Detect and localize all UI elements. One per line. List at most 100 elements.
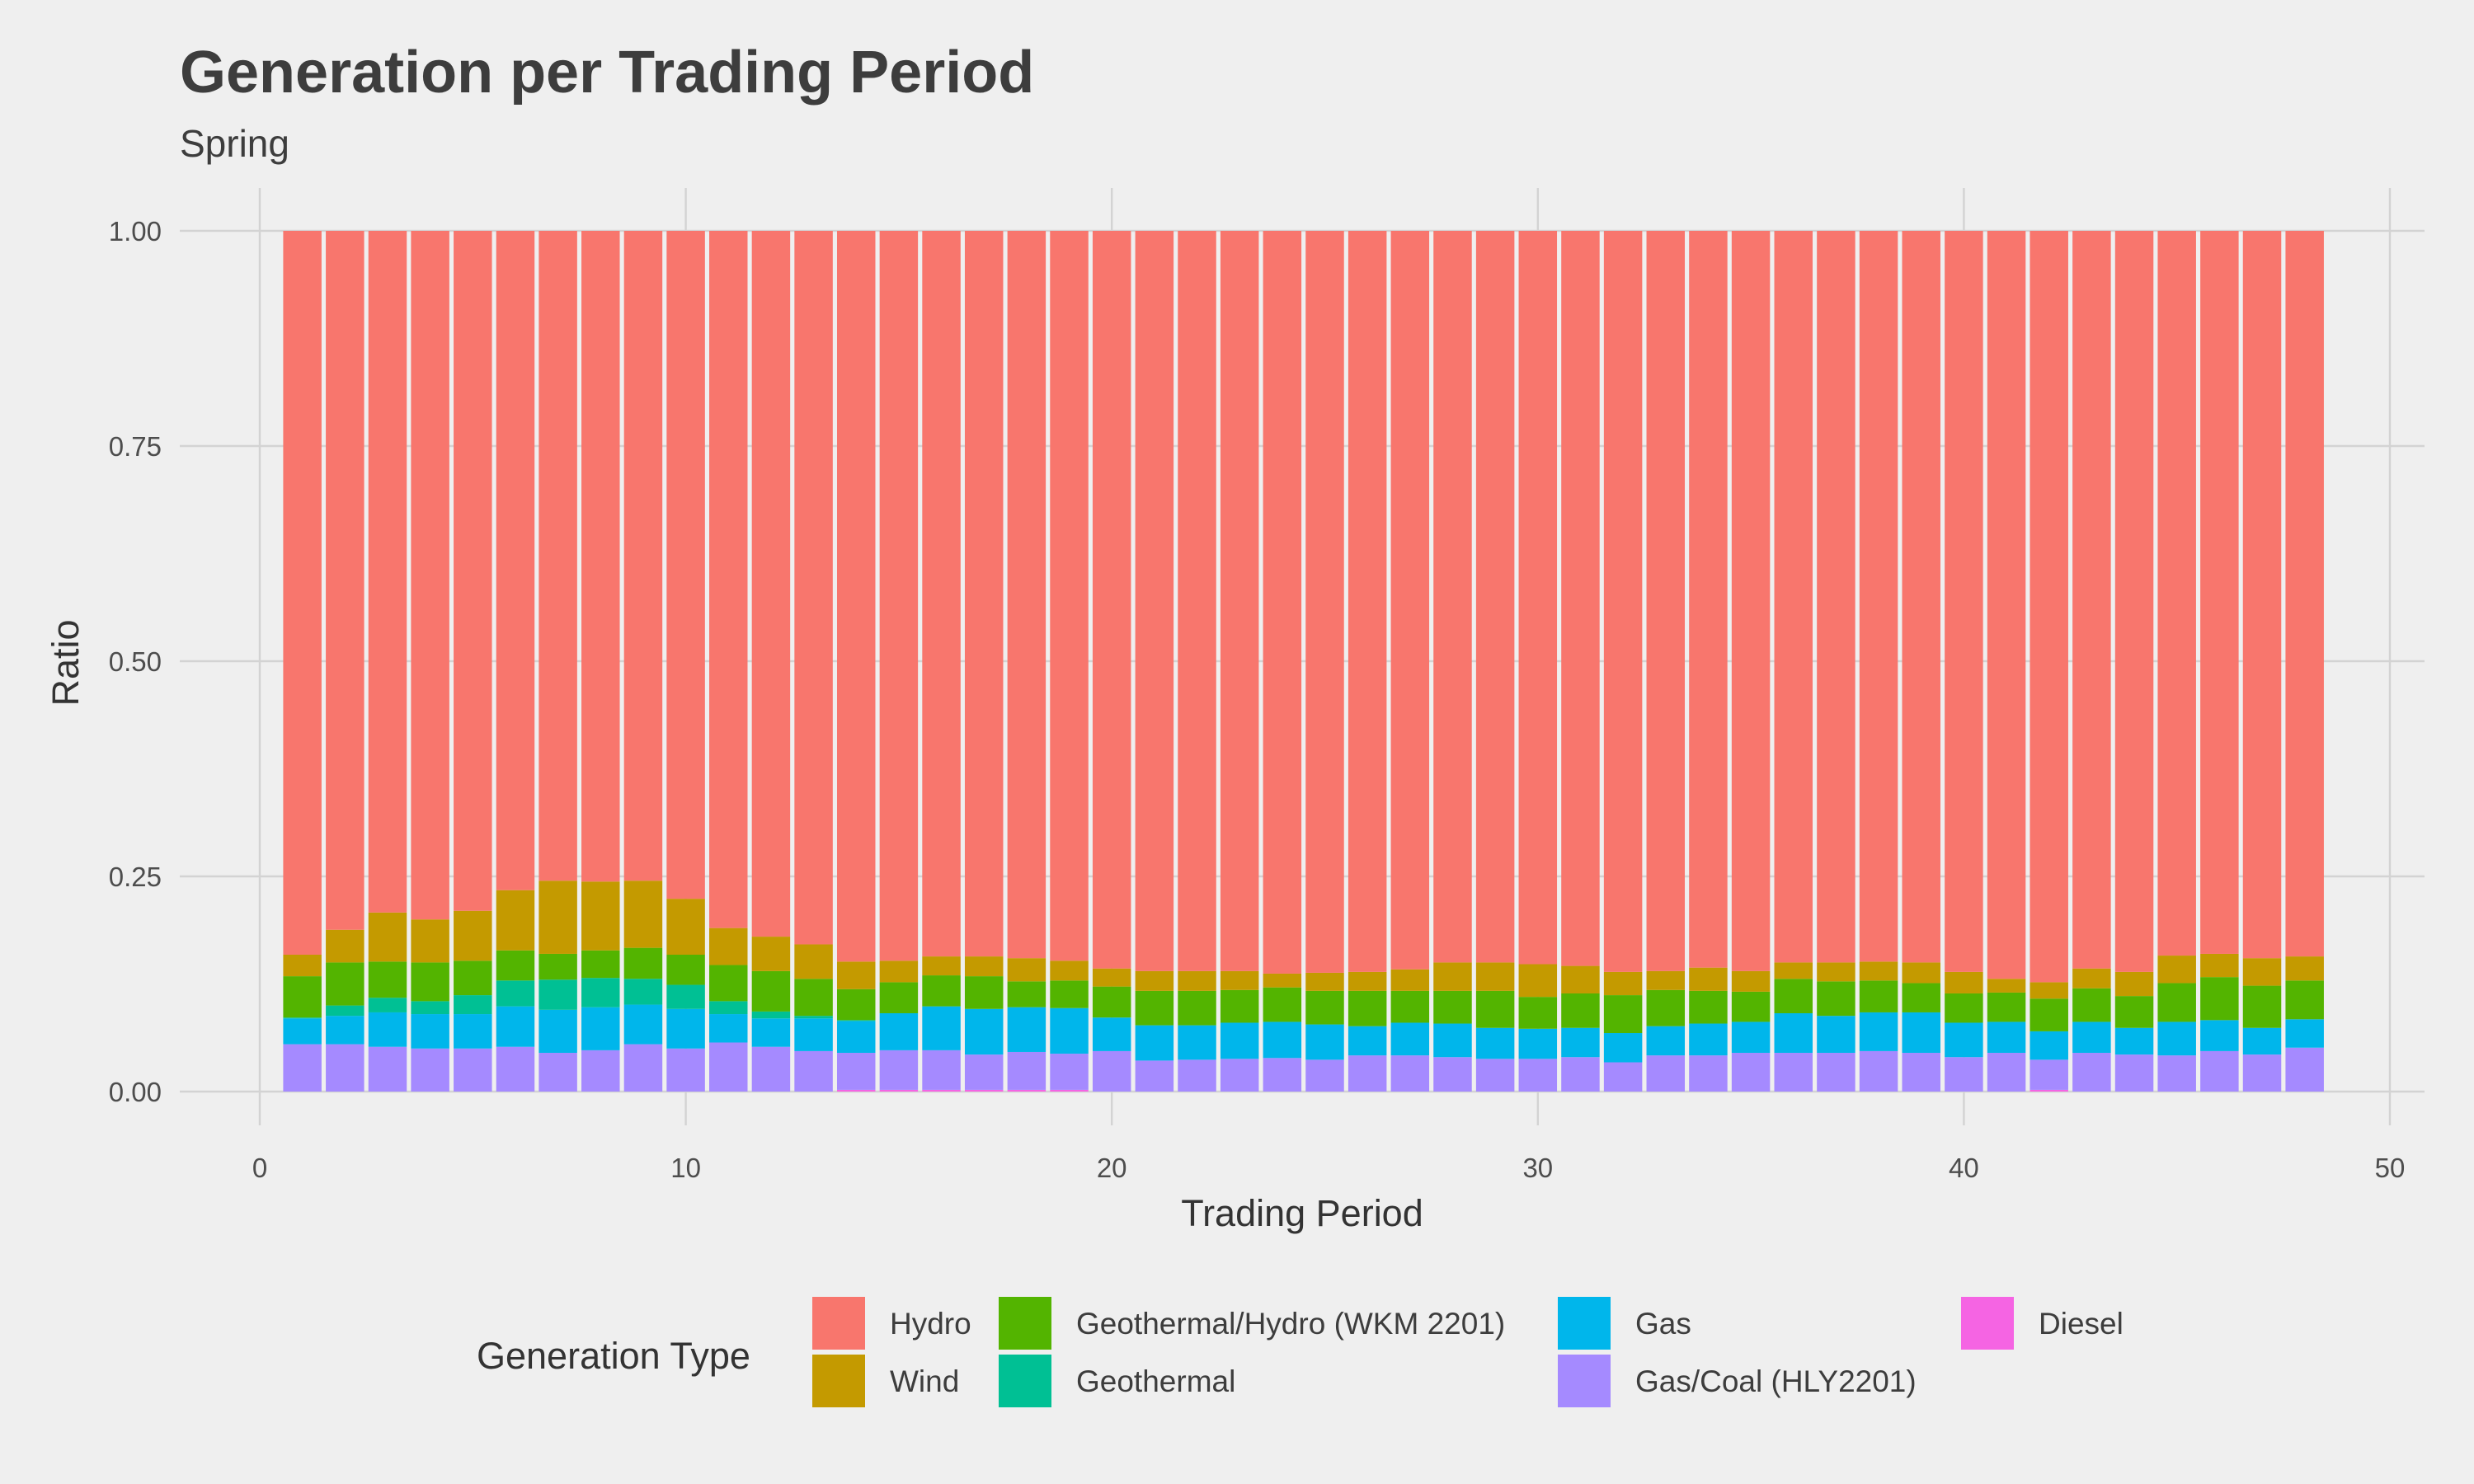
bar-segment — [709, 1042, 748, 1092]
bar-segment — [1433, 990, 1472, 1024]
bar-segment — [326, 1005, 365, 1017]
bar-segment — [1774, 979, 1813, 1013]
bar-segment — [922, 1089, 961, 1092]
bar-segment — [539, 231, 577, 881]
bar-segment — [879, 960, 919, 983]
bar-segment — [1433, 962, 1472, 991]
bar-segment — [1348, 990, 1387, 1026]
bar-segment — [2200, 1050, 2239, 1092]
bar-segment — [2030, 1031, 2068, 1060]
bar-segment — [2200, 953, 2239, 978]
bar-segment — [1987, 1021, 2026, 1054]
bar-segment — [1859, 1012, 1898, 1051]
bar-segment — [326, 1044, 365, 1092]
bar-segment — [836, 1053, 876, 1090]
bar-segment — [1817, 962, 1856, 982]
x-axis-title: Trading Period — [1181, 1192, 1423, 1234]
bar-segment — [1220, 970, 1259, 990]
bar-segment — [1092, 968, 1131, 987]
bar-segment — [623, 947, 663, 979]
bar-segment — [1603, 231, 1643, 972]
bar-segment — [879, 231, 919, 961]
bar-segment — [283, 976, 322, 1018]
bar-segment — [1689, 231, 1728, 968]
bar-segment — [1817, 1016, 1856, 1054]
bar-segment — [283, 1018, 322, 1045]
bar-segment — [1902, 962, 1940, 984]
bar-segment — [368, 1012, 407, 1047]
bar-segment — [1390, 1055, 1430, 1092]
bar-segment — [1475, 231, 1515, 963]
bar-segment — [1945, 1057, 1983, 1092]
legend-label: Geothermal — [1076, 1364, 1235, 1398]
bar-segment — [1774, 1053, 1813, 1092]
bar-segment — [1007, 1089, 1047, 1092]
bar-segment — [794, 1016, 833, 1019]
bar-segment — [2285, 231, 2324, 957]
x-axis-ticks: 0 10 20 30 40 50 — [252, 1153, 2406, 1183]
bar-segment — [1475, 1059, 1515, 1092]
bar-segment — [1135, 1060, 1174, 1092]
bar-segment — [1987, 231, 2026, 979]
bar-segment — [1859, 980, 1898, 1012]
bar-segment — [751, 1018, 791, 1047]
bar-segment — [1263, 987, 1302, 1022]
bar-segment — [2114, 1027, 2154, 1055]
bar-segment — [964, 1054, 1004, 1090]
bar-segment — [411, 1048, 449, 1092]
bar-segment — [2072, 1053, 2111, 1092]
legend-key — [812, 1297, 865, 1350]
bar-segment — [454, 1048, 492, 1092]
bar-segment — [454, 960, 492, 996]
bar-segment — [964, 976, 1004, 1009]
bar-segment — [2157, 956, 2196, 984]
bar-segment — [1178, 1059, 1216, 1092]
bar-segment — [368, 912, 407, 962]
bar-segment — [1817, 1053, 1856, 1092]
bar-segment — [2200, 231, 2239, 954]
bar-segment — [1561, 231, 1600, 966]
bar-segment — [1433, 1057, 1472, 1092]
bar-segment — [1731, 991, 1771, 1022]
bar-segment — [539, 1053, 577, 1092]
bar-segment — [1263, 231, 1302, 974]
bar-segment — [2285, 1019, 2324, 1048]
y-tick-label: 0.00 — [109, 1077, 162, 1107]
bar-segment — [836, 1021, 876, 1054]
bar-segment — [1987, 992, 2026, 1022]
y-tick-label: 0.25 — [109, 862, 162, 892]
bar-segment — [1390, 231, 1430, 970]
y-axis-ticks: 0.00 0.25 0.50 0.75 1.00 — [109, 216, 162, 1107]
bar-segment — [2242, 1054, 2282, 1092]
bar-segment — [1305, 1059, 1344, 1092]
bar-segment — [1561, 1027, 1600, 1058]
bar-segment — [1135, 231, 1174, 971]
chart-title: Generation per Trading Period — [180, 40, 1034, 106]
bar-segment — [1561, 965, 1600, 993]
bar-segment — [623, 881, 663, 948]
bar-segment — [1135, 970, 1174, 991]
legend-key — [1558, 1297, 1611, 1350]
bar-segment — [1774, 231, 1813, 963]
bar-segment — [836, 1089, 876, 1092]
bar-segment — [1817, 981, 1856, 1017]
bar-segment — [496, 1046, 535, 1092]
bar-segment — [1092, 1050, 1131, 1092]
bar-segment — [709, 1014, 748, 1043]
bar-segment — [1774, 1013, 1813, 1054]
bar-segment — [2072, 1021, 2111, 1054]
bar-segment — [1135, 990, 1174, 1026]
bar-segment — [2285, 956, 2324, 981]
bar-segment — [1561, 993, 1600, 1028]
bar-segment — [1945, 1022, 1983, 1058]
bar-segment — [454, 231, 492, 911]
bar-segment — [2030, 1089, 2068, 1092]
bar-segment — [539, 881, 577, 954]
bar-segment — [1603, 1062, 1643, 1092]
x-tick-label: 40 — [1949, 1153, 1979, 1183]
bar-segment — [879, 1013, 919, 1050]
bar-segment — [1945, 231, 1983, 972]
bar-segment — [2114, 996, 2154, 1028]
bar-segment — [1220, 1059, 1259, 1092]
bar-segment — [836, 989, 876, 1021]
